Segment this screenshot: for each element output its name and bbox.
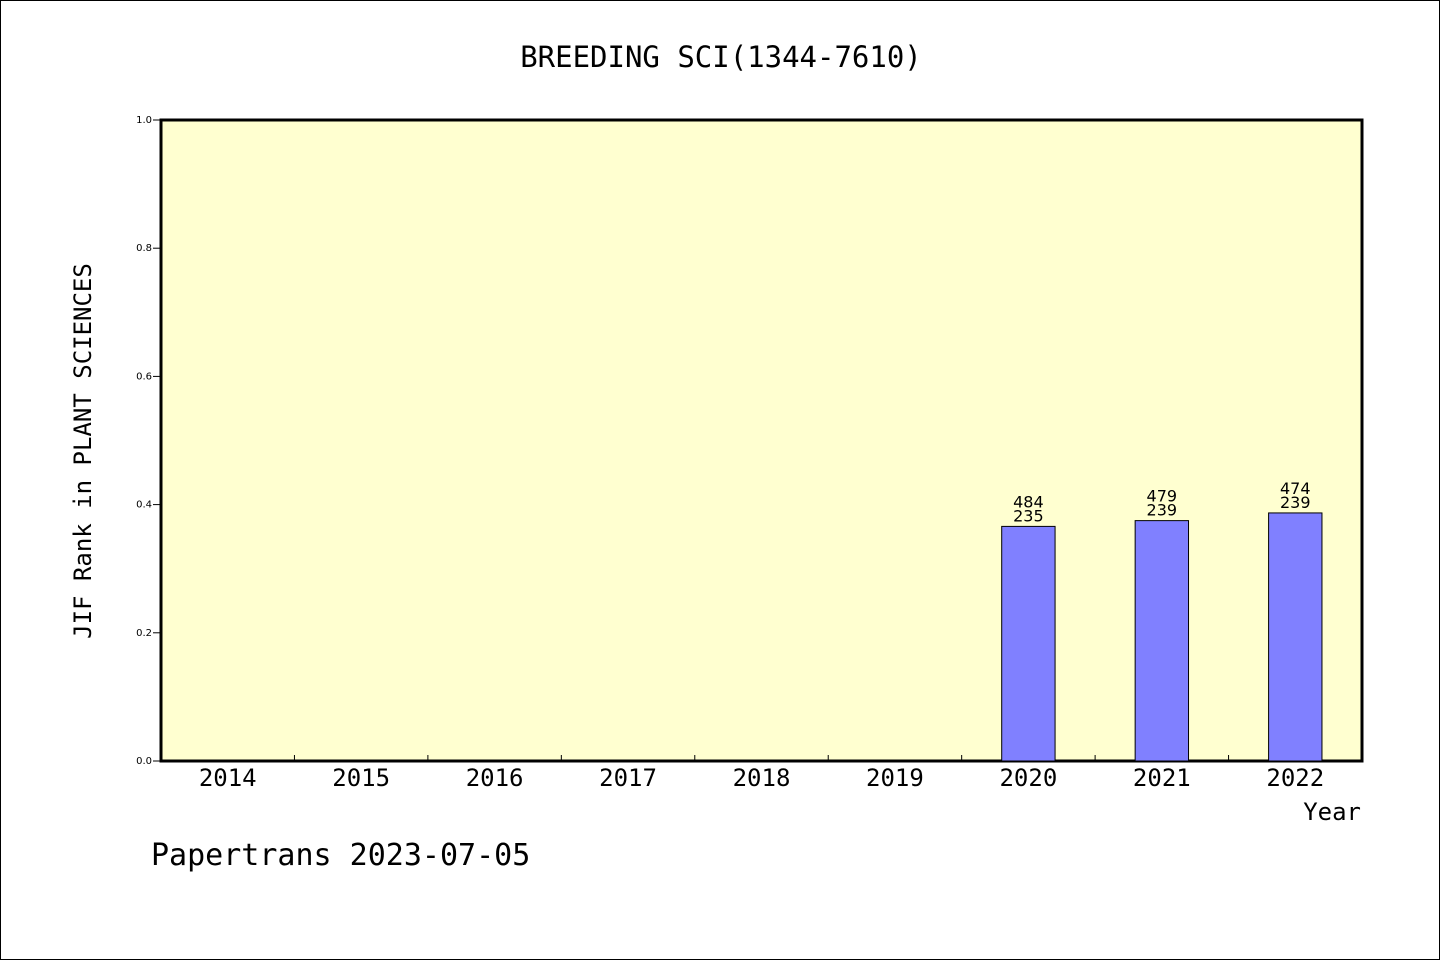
bar-label-top: 474 xyxy=(1280,479,1311,498)
x-axis-ticks: 2014 2015 2016 2017 2018 2019 2020 2021 2022 xyxy=(199,755,1324,792)
x-axis-label: Year xyxy=(1303,798,1361,826)
x-tick-label: 2020 xyxy=(999,764,1057,792)
y-axis-ticks: 0.0 0.2 0.4 0.6 0.8 1.0 xyxy=(136,115,161,767)
x-tick-label: 2018 xyxy=(733,764,791,792)
x-tick-label: 2016 xyxy=(466,764,524,792)
x-tick-label: 2021 xyxy=(1133,764,1191,792)
y-tick-label: 0.6 xyxy=(136,371,152,382)
x-tick-label: 2022 xyxy=(1266,764,1324,792)
y-tick-label: 0.8 xyxy=(136,243,152,254)
x-tick-label: 2014 xyxy=(199,764,257,792)
bar-label-top: 484 xyxy=(1013,492,1044,511)
x-tick-label: 2019 xyxy=(866,764,924,792)
bars-group xyxy=(1001,512,1323,762)
bar-label-top: 479 xyxy=(1147,487,1178,506)
bar xyxy=(1001,525,1056,762)
y-tick-label: 0.2 xyxy=(136,628,152,639)
y-tick-label: 0.4 xyxy=(136,500,152,511)
x-tick-label: 2015 xyxy=(332,764,390,792)
y-tick-label: 1.0 xyxy=(136,115,152,126)
bar-label-bottom: 235 xyxy=(1013,506,1044,525)
bar-label-bottom: 239 xyxy=(1147,501,1178,520)
chart-title: BREEDING SCI(1344-7610) xyxy=(520,40,922,74)
bar-label-bottom: 239 xyxy=(1280,493,1311,512)
watermark-text: Papertrans 2023-07-05 xyxy=(151,838,530,873)
y-axis-label: JIF Rank in PLANT SCIENCES xyxy=(69,263,97,639)
bar xyxy=(1268,512,1323,762)
x-tick-label: 2017 xyxy=(599,764,657,792)
y-tick-label: 0.0 xyxy=(136,756,152,767)
bar xyxy=(1134,520,1190,762)
